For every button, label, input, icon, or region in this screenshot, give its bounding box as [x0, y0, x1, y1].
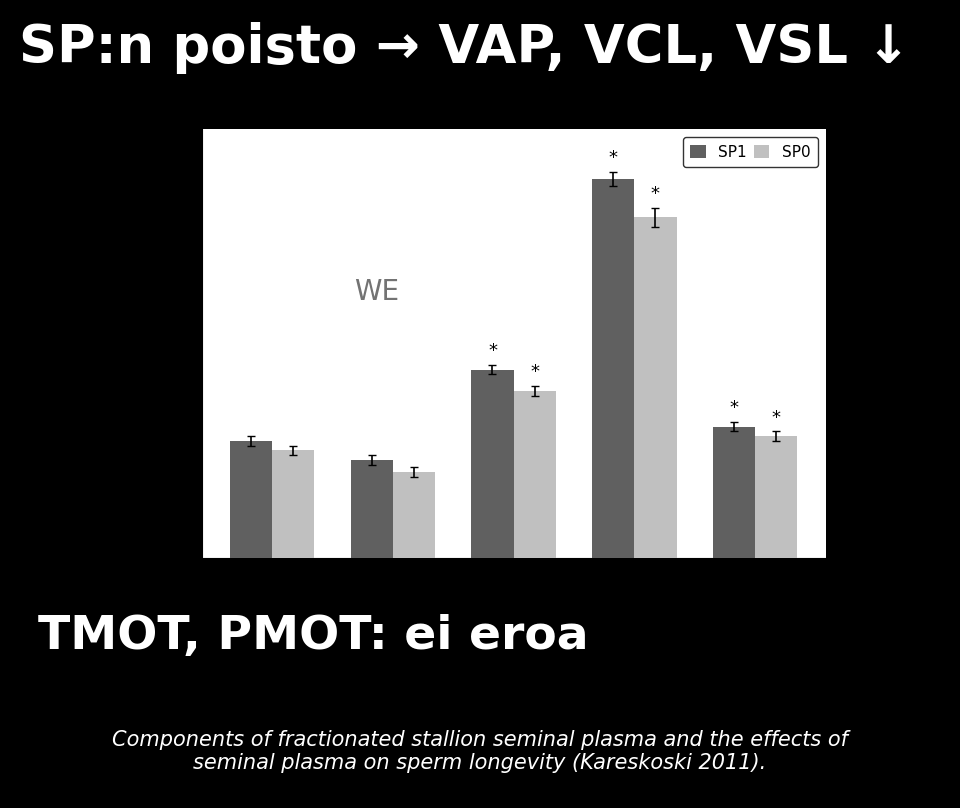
- Bar: [712, 427, 755, 558]
- Bar: [230, 441, 273, 558]
- Bar: [273, 451, 315, 558]
- Text: *: *: [651, 185, 660, 203]
- Y-axis label: Sperm motility: Sperm motility: [136, 277, 155, 410]
- Text: Components of fractionated stallion seminal plasma and the effects of
seminal pl: Components of fractionated stallion semi…: [112, 730, 848, 773]
- Text: *: *: [609, 149, 617, 167]
- Text: *: *: [730, 399, 738, 417]
- Text: *: *: [772, 409, 780, 427]
- Bar: [635, 217, 677, 558]
- Bar: [471, 369, 514, 558]
- Text: TMOT, PMOT: ei eroa: TMOT, PMOT: ei eroa: [38, 613, 589, 659]
- Bar: [350, 460, 393, 558]
- Text: SP:n poisto → VAP, VCL, VSL ↓: SP:n poisto → VAP, VCL, VSL ↓: [19, 22, 911, 74]
- Legend: SP1, SP0: SP1, SP0: [683, 137, 818, 167]
- Text: *: *: [488, 342, 497, 360]
- Text: *: *: [530, 364, 540, 381]
- Bar: [755, 436, 797, 558]
- Text: WE: WE: [353, 278, 399, 306]
- Bar: [393, 472, 435, 558]
- Bar: [592, 179, 635, 558]
- Bar: [514, 391, 556, 558]
